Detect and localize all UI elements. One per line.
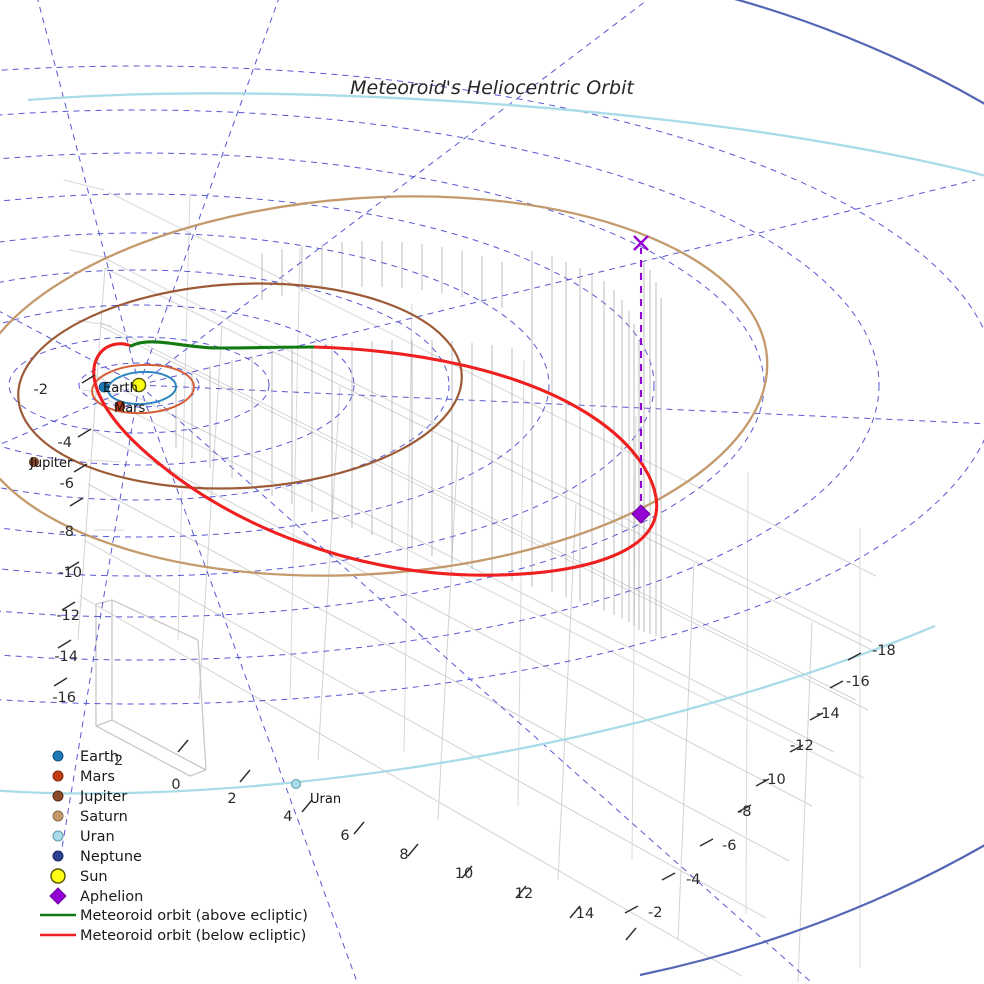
legend-marker-jupiter: [52, 790, 64, 802]
bottom-tick-8: 14: [576, 906, 594, 922]
axes-box-edges: [95, 599, 207, 777]
left-tick-0: -2: [34, 382, 48, 398]
aphelion-guide-line: [633, 235, 649, 514]
orbit-saturn: [0, 195, 769, 577]
right-tick-5: -12: [790, 738, 814, 754]
legend-label-earth[interactable]: Earth: [80, 749, 119, 765]
legend-marker-uran: [52, 830, 64, 842]
right-axis-tick-labels: -2 -4 -6 -8 -10 -12 -14 -16 -18: [648, 643, 896, 921]
right-tick-0: -2: [648, 905, 662, 921]
right-tick-2: -6: [722, 838, 736, 854]
aphelion-marker: [631, 504, 651, 524]
legend-marker-aphelion: [49, 887, 67, 905]
legend-marker-earth: [52, 750, 64, 762]
chart-title: Meteoroid's Heliocentric Orbit: [350, 77, 635, 99]
meteoroid-orbit-below-ecliptic: [92, 342, 659, 577]
legend-label-uran[interactable]: Uran: [80, 829, 115, 845]
stem-lines: [175, 241, 662, 638]
uran-marker: [291, 779, 301, 789]
right-tick-4: -10: [762, 772, 786, 788]
left-tick-6: -14: [54, 649, 78, 665]
legend-label-meteoroid-above[interactable]: Meteoroid orbit (above ecliptic): [80, 908, 308, 924]
jupiter-label: Jupiter: [29, 456, 73, 471]
earth-label: Earth: [103, 381, 138, 396]
bottom-tick-7: 12: [515, 886, 533, 902]
left-tick-2: -6: [60, 476, 74, 492]
bottom-tick-4: 6: [340, 828, 349, 844]
left-tick-7: -16: [52, 690, 76, 706]
right-tick-1: -4: [686, 872, 700, 888]
legend-marker-sun: [50, 868, 66, 884]
bottom-axis-tick-labels: -2 0 2 4 6 8 10 12 14: [109, 753, 594, 922]
bottom-tick-2: 2: [227, 791, 236, 807]
legend-label-mars[interactable]: Mars: [80, 769, 115, 785]
orbit-mars: [91, 363, 195, 415]
bottom-tick-1: 0: [171, 777, 180, 793]
legend-label-aphelion[interactable]: Aphelion: [80, 889, 143, 905]
orbit-jupiter: [17, 282, 463, 490]
left-tick-4: -10: [58, 565, 82, 581]
bottom-tick-0: -2: [109, 753, 123, 769]
mars-marker: [114, 400, 126, 412]
body-markers: [29, 377, 651, 789]
bottom-tick-5: 8: [399, 847, 408, 863]
meteoroid-orbit-above-ecliptic: [129, 340, 315, 350]
right-tick-6: -14: [816, 706, 840, 722]
legend-label-jupiter[interactable]: Jupiter: [79, 789, 127, 805]
legend-marker-mars: [52, 770, 64, 782]
sun-marker: [131, 377, 147, 393]
legend-label-sun[interactable]: Sun: [80, 869, 108, 885]
orbit-uranus: [0, 92, 984, 795]
legend[interactable]: Earth Mars Jupiter Saturn Uran Neptune S…: [40, 749, 308, 944]
mars-label: Mars: [114, 401, 146, 416]
annotation-labels: Earth Mars Jupiter Uran: [29, 381, 341, 807]
left-axis-tick-labels: -2 -4 -6 -8 -10 -12 -14 -16: [34, 382, 82, 706]
bottom-tick-3: 4: [283, 809, 292, 825]
earth-marker: [98, 381, 110, 393]
jupiter-marker: [29, 457, 39, 467]
back-wall-pillars: [177, 192, 861, 968]
legend-marker-saturn: [52, 810, 64, 822]
bottom-tick-6: 10: [455, 866, 473, 882]
left-tick-1: -4: [58, 435, 72, 451]
legend-label-meteoroid-below[interactable]: Meteoroid orbit (below ecliptic): [80, 928, 306, 944]
legend-label-saturn[interactable]: Saturn: [80, 809, 128, 825]
aphelion-projection-marker: [633, 235, 649, 251]
right-tick-7: -16: [846, 674, 870, 690]
tick-marks: [53, 374, 862, 941]
left-tick-3: -8: [60, 524, 74, 540]
legend-label-neptune[interactable]: Neptune: [80, 849, 142, 865]
legend-marker-neptune: [52, 850, 64, 862]
orbit-neptune: [639, 0, 984, 977]
right-tick-8: -18: [872, 643, 896, 659]
uran-label: Uran: [310, 792, 341, 807]
right-tick-3: -8: [737, 804, 751, 820]
left-tick-5: -12: [56, 608, 80, 624]
